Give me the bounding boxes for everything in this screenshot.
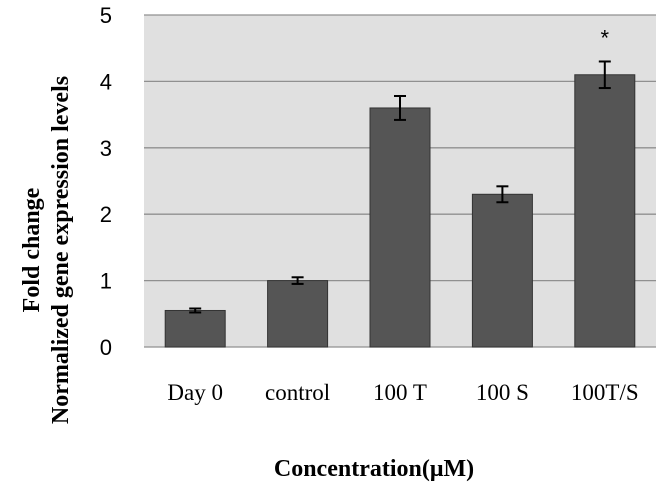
y-axis-label-line-2: Normalized gene expression levels bbox=[48, 76, 74, 424]
y-tick-label: 4 bbox=[100, 69, 112, 94]
error-bars bbox=[189, 60, 611, 314]
x-category-label: 100 T bbox=[373, 380, 427, 405]
error-bar bbox=[291, 276, 304, 285]
y-tick-label: 5 bbox=[100, 3, 112, 28]
error-bar bbox=[598, 60, 611, 90]
bar bbox=[164, 309, 226, 348]
x-category-label: control bbox=[265, 380, 330, 405]
y-axis-label-line-1: Fold change bbox=[19, 187, 45, 312]
y-tick-label: 0 bbox=[100, 335, 112, 360]
error-bar bbox=[189, 307, 202, 314]
error-bar bbox=[496, 185, 509, 204]
x-axis-label: Concentration(μM) bbox=[274, 456, 474, 482]
bar bbox=[369, 107, 431, 348]
annotations: * bbox=[601, 25, 610, 50]
x-category-label: 100T/S bbox=[571, 380, 639, 405]
x-category-label: 100 S bbox=[476, 380, 529, 405]
y-axis-ticks: 0 1 2 3 4 5 bbox=[100, 3, 112, 360]
x-axis-categories: Day 0 control 100 T 100 S 100T/S bbox=[167, 380, 638, 405]
bar bbox=[471, 193, 533, 348]
bar bbox=[267, 280, 329, 348]
bar bbox=[574, 74, 636, 348]
error-bar bbox=[394, 95, 406, 121]
y-tick-label: 1 bbox=[100, 269, 112, 294]
x-category-label: Day 0 bbox=[167, 380, 223, 405]
y-tick-label: 3 bbox=[100, 136, 112, 161]
bars bbox=[164, 74, 636, 348]
y-tick-label: 2 bbox=[100, 202, 112, 227]
significance-marker: * bbox=[601, 25, 610, 50]
